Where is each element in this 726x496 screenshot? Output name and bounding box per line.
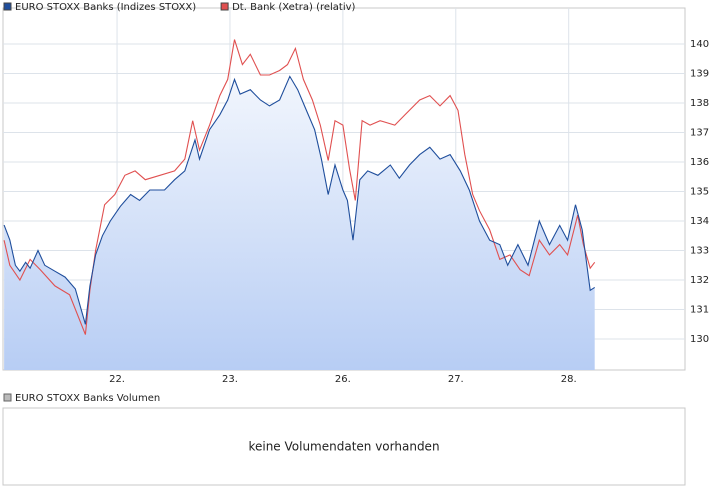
- y-tick-label: 135: [690, 187, 709, 198]
- legend-label: Dt. Bank (Xetra) (relativ): [232, 2, 355, 13]
- legend: EURO STOXX Banks (Indizes STOXX) Dt. Bank…: [3, 2, 356, 13]
- y-tick-label: 132: [690, 275, 709, 286]
- y-tick-label: 136: [690, 157, 709, 168]
- volume-legend: EURO STOXX Banks Volumen: [15, 393, 160, 404]
- y-tick-label: 138: [690, 98, 709, 109]
- legend-label: EURO STOXX Banks (Indizes STOXX): [15, 2, 196, 13]
- x-tick-label: 28.: [561, 374, 577, 385]
- x-tick-label: 26.: [335, 374, 351, 385]
- y-tick-label: 131: [690, 305, 709, 316]
- area: [4, 76, 595, 371]
- legend-swatch: [220, 2, 229, 11]
- x-tick-label: 23.: [222, 374, 238, 385]
- y-tick-label: 130: [690, 334, 709, 345]
- y-tick-label: 140: [690, 39, 709, 50]
- line: [3, 39, 596, 335]
- y-tick-label: 133: [690, 246, 709, 257]
- x-tick-label: 22.: [109, 374, 125, 385]
- volume-message: keine Volumendaten vorhanden: [248, 440, 439, 454]
- volume-frame: [2, 407, 686, 486]
- y-tick-label: 134: [690, 216, 709, 227]
- line: [3, 75, 595, 325]
- y-tick-label: 139: [690, 68, 709, 79]
- x-tick-label: 27.: [448, 374, 464, 385]
- y-tick-label: 137: [690, 128, 709, 139]
- volume-legend-swatch: [3, 393, 12, 402]
- legend-swatch: [3, 2, 12, 11]
